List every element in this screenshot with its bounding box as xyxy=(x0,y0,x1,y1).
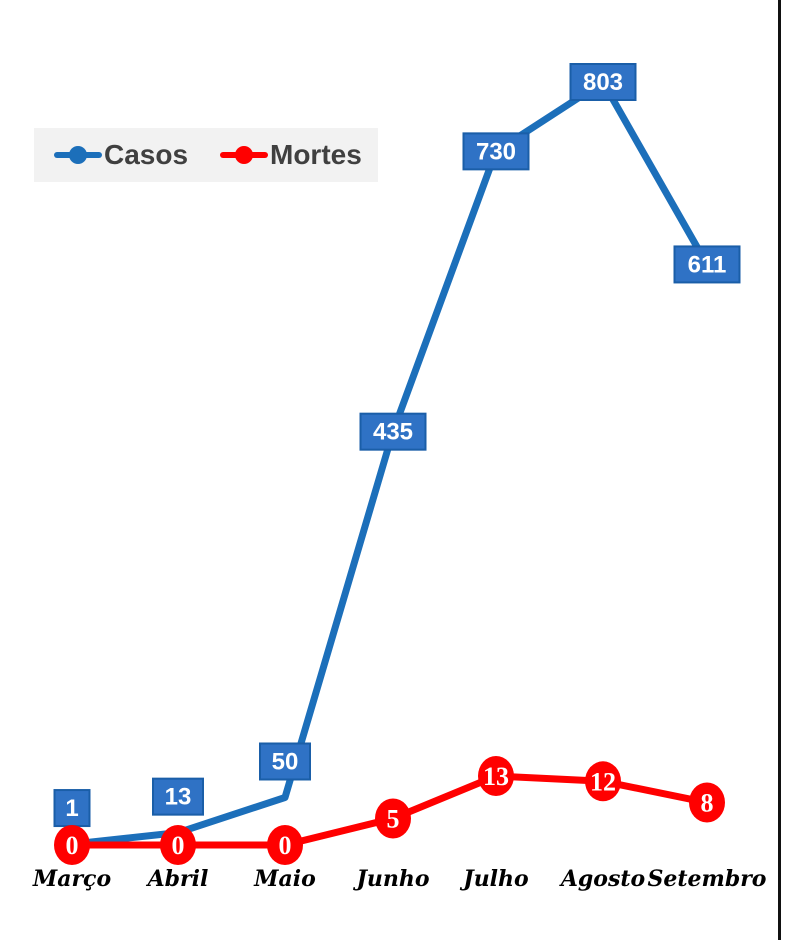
data-label-text-mortes: 13 xyxy=(483,762,509,791)
data-label-casos: 435 xyxy=(359,412,427,451)
legend-marker-mortes xyxy=(235,146,253,164)
x-tick-label: Abril xyxy=(146,866,209,892)
data-label-text-mortes: 12 xyxy=(590,767,616,796)
data-label-mortes: 0 xyxy=(267,825,303,865)
data-label-mortes: 12 xyxy=(585,761,621,802)
data-label-text-casos: 13 xyxy=(165,784,192,811)
data-label-text-mortes: 8 xyxy=(701,789,714,818)
data-label-circle-mortes xyxy=(54,825,90,865)
legend-line-mortes xyxy=(220,146,268,164)
data-label-circle-mortes xyxy=(267,825,303,865)
data-label-text-mortes: 0 xyxy=(66,831,79,860)
legend-line-casos xyxy=(54,146,102,164)
data-label-mortes: 13 xyxy=(478,756,514,796)
data-label-casos: 13 xyxy=(152,777,204,816)
data-label-text-mortes: 5 xyxy=(387,804,400,833)
data-label-text-mortes: 0 xyxy=(279,831,292,860)
legend-label-casos: Casos xyxy=(104,139,189,170)
legend-label-mortes: Mortes xyxy=(270,139,362,170)
data-label-mortes: 5 xyxy=(375,798,411,839)
data-label-text-casos: 50 xyxy=(272,748,299,775)
data-label-casos: 50 xyxy=(259,742,311,781)
data-label-casos: 803 xyxy=(569,63,637,101)
x-tick-label: Maio xyxy=(253,866,316,892)
data-label-box-casos xyxy=(569,63,637,101)
data-label-text-casos: 803 xyxy=(583,69,623,96)
data-label-text-casos: 611 xyxy=(688,251,727,278)
data-label-circle-mortes xyxy=(585,761,621,802)
legend-marker-casos xyxy=(69,146,87,164)
series-lines xyxy=(68,78,711,849)
data-label-circle-mortes xyxy=(160,825,196,865)
x-axis-tick-labels: Março Abril Maio Junho Julho Agosto Setembro xyxy=(32,866,767,892)
data-label-text-casos: 1 xyxy=(65,795,78,822)
data-label-mortes: 0 xyxy=(54,825,90,865)
series-line-casos xyxy=(68,78,711,848)
data-label-box-casos xyxy=(53,789,91,828)
data-label-box-casos xyxy=(359,412,427,451)
data-label-casos: 611 xyxy=(673,245,741,284)
data-label-circle-mortes xyxy=(478,756,514,796)
right-border xyxy=(778,0,785,940)
data-label-mortes: 8 xyxy=(689,782,725,823)
data-label-box-casos xyxy=(462,132,530,171)
x-tick-label: Setembro xyxy=(648,866,767,892)
data-label-circle-mortes xyxy=(375,798,411,839)
chart-legend: Casos Mortes xyxy=(34,128,378,182)
x-tick-label: Agosto xyxy=(559,866,645,892)
data-label-box-casos xyxy=(152,777,204,816)
legend-item-mortes: Mortes xyxy=(220,128,362,182)
data-label-casos: 730 xyxy=(462,132,530,171)
data-label-text-casos: 435 xyxy=(373,419,413,446)
x-tick-label: Julho xyxy=(459,866,528,892)
data-label-box-casos xyxy=(259,742,311,781)
data-labels: 1 13 50 435 730 803 611 0 0 0 5 13 12 8 xyxy=(53,63,741,865)
legend-item-casos: Casos xyxy=(54,128,188,182)
data-label-mortes: 0 xyxy=(160,825,196,865)
data-label-text-mortes: 0 xyxy=(172,831,185,860)
x-tick-label: Junho xyxy=(352,866,429,892)
x-tick-label: Março xyxy=(32,866,111,892)
data-label-box-casos xyxy=(673,245,741,284)
data-label-text-casos: 730 xyxy=(476,138,516,165)
data-label-circle-mortes xyxy=(689,782,725,823)
data-label-casos: 1 xyxy=(53,789,91,828)
